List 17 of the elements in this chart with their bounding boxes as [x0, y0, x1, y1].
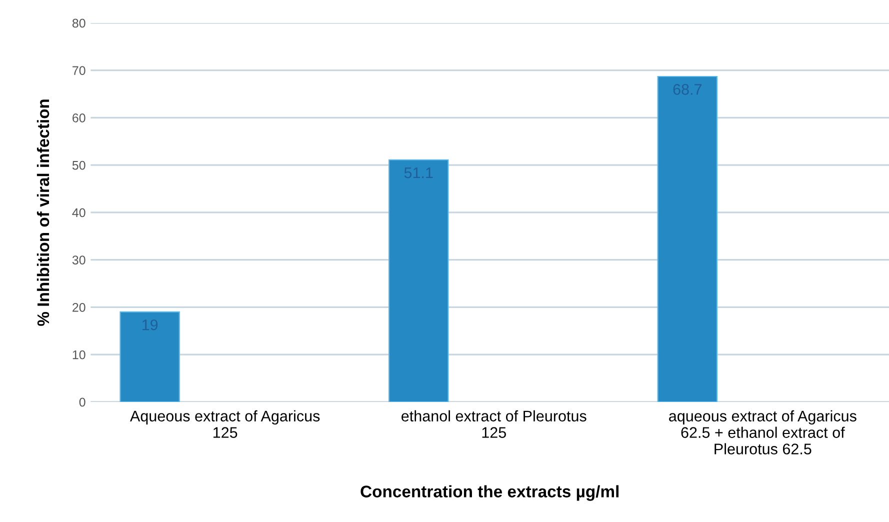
bar [657, 76, 718, 402]
bar [120, 311, 180, 402]
y-tick-label: 60 [72, 114, 86, 122]
bar [388, 159, 449, 402]
y-tick-label: 40 [72, 208, 86, 218]
y-tick-label: 50 [72, 160, 86, 170]
y-tick-label: 20 [72, 303, 86, 312]
y-tick-label: 70 [72, 66, 86, 75]
x-tick-label: ethanol extract of Pleurotus 125 [402, 410, 586, 438]
y-tick-label: 0 [79, 398, 86, 407]
y-axis-title: % Inhibition of viral infection [36, 100, 50, 326]
y-tick-label: 80 [72, 18, 86, 28]
x-tick-label: aqueous extract of Agaricus 62.5 + ethanol extract of Pleurotus 62.5 [669, 410, 856, 454]
y-tick-label: 10 [72, 350, 86, 360]
x-tick-label: Aqueous extract of Agaricus 125 [130, 410, 320, 438]
y-tick-label: 30 [72, 256, 86, 264]
x-axis-title: Concentration the extracts µg/ml [360, 485, 618, 501]
